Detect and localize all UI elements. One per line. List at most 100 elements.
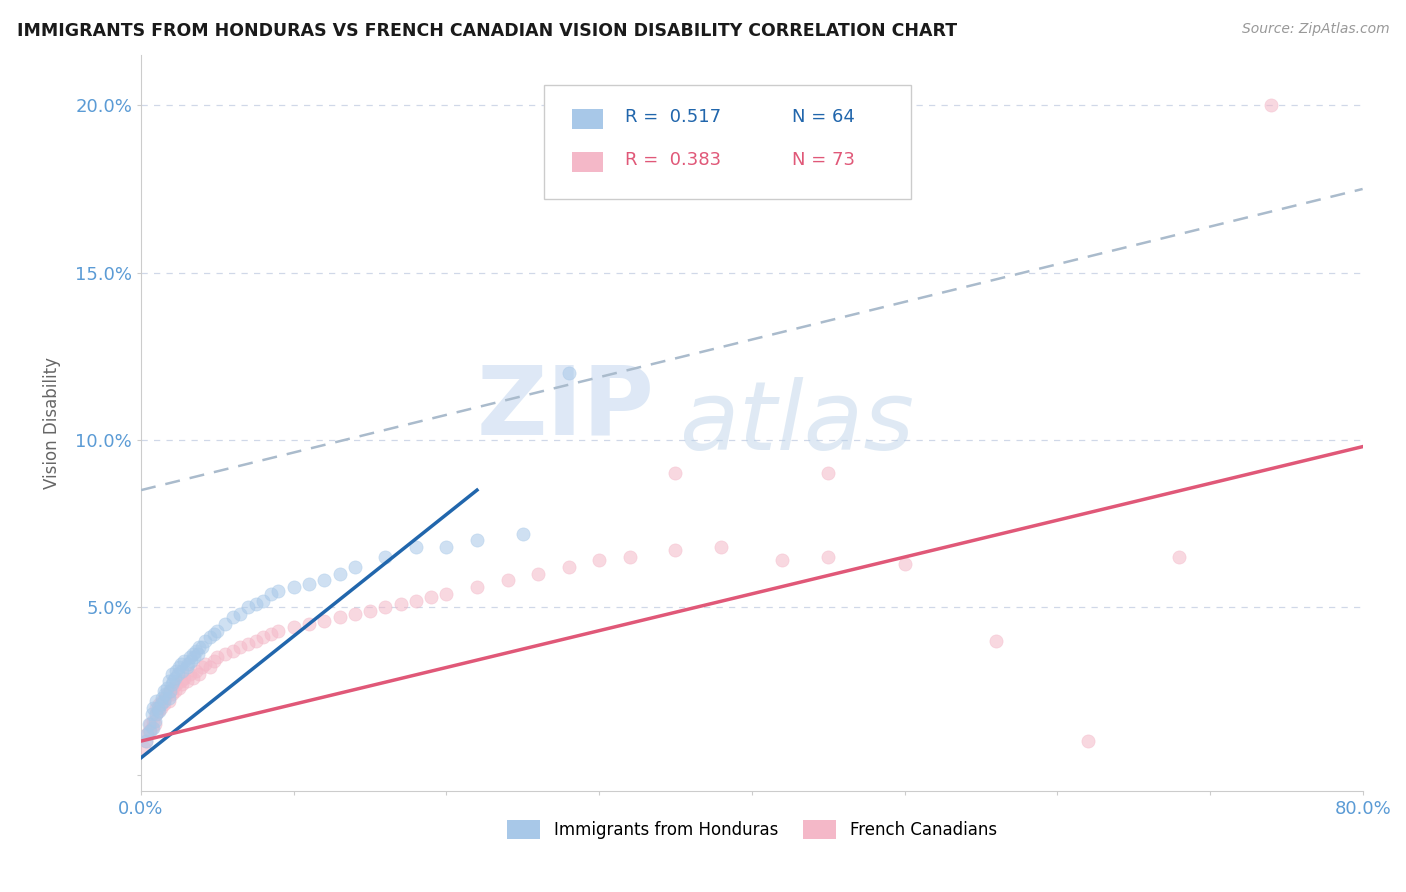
Point (160, 687, 183, 701)
Y-axis label: Vision Disability: Vision Disability (44, 357, 60, 489)
Point (136, 727, 159, 741)
Point (159, 684, 181, 698)
Point (252, 631, 274, 645)
Point (153, 684, 176, 698)
Point (141, 721, 163, 735)
Point (221, 644, 243, 658)
Point (138, 724, 160, 739)
Point (188, 640, 211, 655)
Point (162, 673, 184, 688)
Point (143, 714, 166, 728)
Point (148, 698, 170, 712)
Point (165, 677, 187, 691)
FancyBboxPatch shape (572, 152, 603, 172)
Text: IMMIGRANTS FROM HONDURAS VS FRENCH CANADIAN VISION DISABILITY CORRELATION CHART: IMMIGRANTS FROM HONDURAS VS FRENCH CANAD… (17, 22, 957, 40)
Point (135, 734, 157, 748)
Point (173, 654, 195, 668)
Point (343, 560, 366, 574)
Point (260, 627, 283, 641)
Point (198, 631, 221, 645)
Point (710, 540, 733, 554)
Point (984, 633, 1007, 648)
Point (198, 660, 221, 674)
Point (229, 607, 252, 621)
Point (172, 677, 194, 691)
Point (165, 664, 187, 678)
Point (588, 553, 610, 567)
Point (145, 700, 167, 714)
Text: R =  0.517: R = 0.517 (626, 108, 721, 126)
Point (221, 610, 243, 624)
Point (191, 640, 214, 655)
Point (157, 694, 180, 708)
Point (160, 677, 183, 691)
Text: atlas: atlas (679, 376, 914, 470)
Point (374, 600, 396, 615)
Point (252, 593, 274, 607)
Point (162, 681, 184, 695)
Point (267, 624, 290, 638)
Point (179, 650, 201, 665)
Point (146, 700, 169, 714)
Point (512, 526, 534, 541)
Point (176, 673, 198, 688)
Point (180, 654, 202, 668)
Point (156, 681, 179, 695)
Point (374, 549, 396, 564)
Point (186, 647, 208, 661)
Point (817, 549, 839, 564)
Point (167, 681, 190, 695)
Point (157, 673, 180, 688)
Point (260, 587, 283, 601)
Point (1168, 549, 1191, 564)
Point (191, 660, 214, 674)
Point (770, 553, 793, 567)
Point (236, 600, 259, 615)
Point (314, 614, 336, 628)
Point (298, 617, 321, 632)
Point (229, 640, 252, 655)
Point (155, 690, 177, 705)
Point (557, 366, 579, 380)
Point (183, 650, 205, 665)
Point (202, 654, 225, 668)
Point (298, 577, 321, 591)
Point (1077, 734, 1099, 748)
Point (389, 597, 412, 611)
Point (405, 593, 427, 607)
Point (1260, 98, 1282, 112)
Point (148, 704, 170, 718)
Point (152, 690, 174, 705)
Point (359, 604, 381, 618)
Point (155, 687, 177, 701)
Point (179, 667, 201, 681)
Point (207, 624, 229, 638)
Point (153, 694, 176, 708)
Point (328, 566, 350, 581)
Point (465, 533, 488, 548)
Point (664, 467, 686, 481)
Point (328, 610, 350, 624)
Point (436, 540, 458, 554)
Point (465, 580, 488, 594)
Point (152, 694, 174, 708)
Point (214, 647, 236, 661)
Point (142, 714, 165, 728)
Point (139, 724, 162, 739)
Point (135, 734, 157, 748)
Point (167, 660, 190, 674)
Point (664, 543, 686, 558)
Point (163, 684, 186, 698)
Point (245, 597, 267, 611)
Point (343, 607, 366, 621)
Point (214, 617, 236, 632)
Point (245, 633, 267, 648)
Point (145, 694, 167, 708)
Point (177, 657, 200, 672)
Point (142, 721, 165, 735)
Point (163, 671, 186, 685)
Point (184, 664, 207, 678)
Text: ZIP: ZIP (477, 362, 654, 455)
Point (314, 574, 336, 588)
Point (557, 560, 579, 574)
